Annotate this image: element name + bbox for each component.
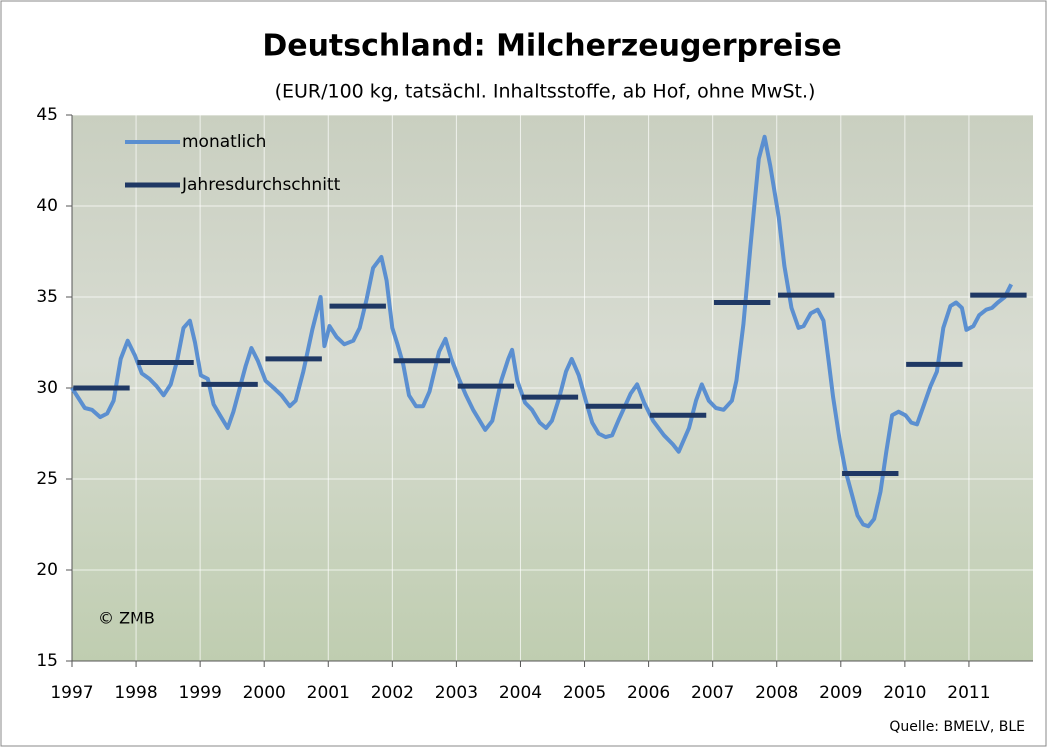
y-tick-label: 30 [36,378,58,398]
x-tick-label: 1999 [179,683,222,703]
x-tick-label: 1998 [114,683,157,703]
source: Quelle: BMELV, BLE [889,719,1025,735]
chart-title: Deutschland: Milcherzeugerpreise [262,29,841,64]
x-tick-label: 2010 [883,683,926,703]
x-tick-label: 2009 [819,683,862,703]
line-series [70,134,1013,529]
legend-label: monatlich [182,132,266,152]
x-tick-label: 2003 [435,683,478,703]
x-tick-label: 2000 [243,683,286,703]
annotation: © ZMB [98,609,155,628]
y-tick-label: 25 [36,469,58,489]
legend-label: Jahresdurchschnitt [181,175,341,195]
marks [70,134,1027,529]
x-tick-label: 2007 [691,683,734,703]
y-tick-label: 35 [36,287,58,307]
x-tick-label: 2002 [371,683,414,703]
y-tick-label: 40 [36,196,58,216]
x-tick-label: 2008 [755,683,798,703]
chart-subtitle: (EUR/100 kg, tatsächl. Inhaltsstoffe, ab… [275,81,816,103]
y-tick-label: 20 [36,560,58,580]
grid: 15 20 25 30 35 40 45 1997 1998 1999 2000 2001 2002 20… [36,105,1033,703]
legend: monatlich Jahresdurchschnitt [125,132,341,195]
x-tick-label: 2005 [563,683,606,703]
x-tick-label: 2004 [499,683,542,703]
y-tick-label: 15 [36,651,58,671]
x-tick-label: 1997 [50,683,93,703]
x-tick-label: 2011 [947,683,990,703]
y-tick-label: 45 [36,105,58,125]
x-tick-label: 2001 [307,683,350,703]
x-tick-label: 2006 [627,683,670,703]
